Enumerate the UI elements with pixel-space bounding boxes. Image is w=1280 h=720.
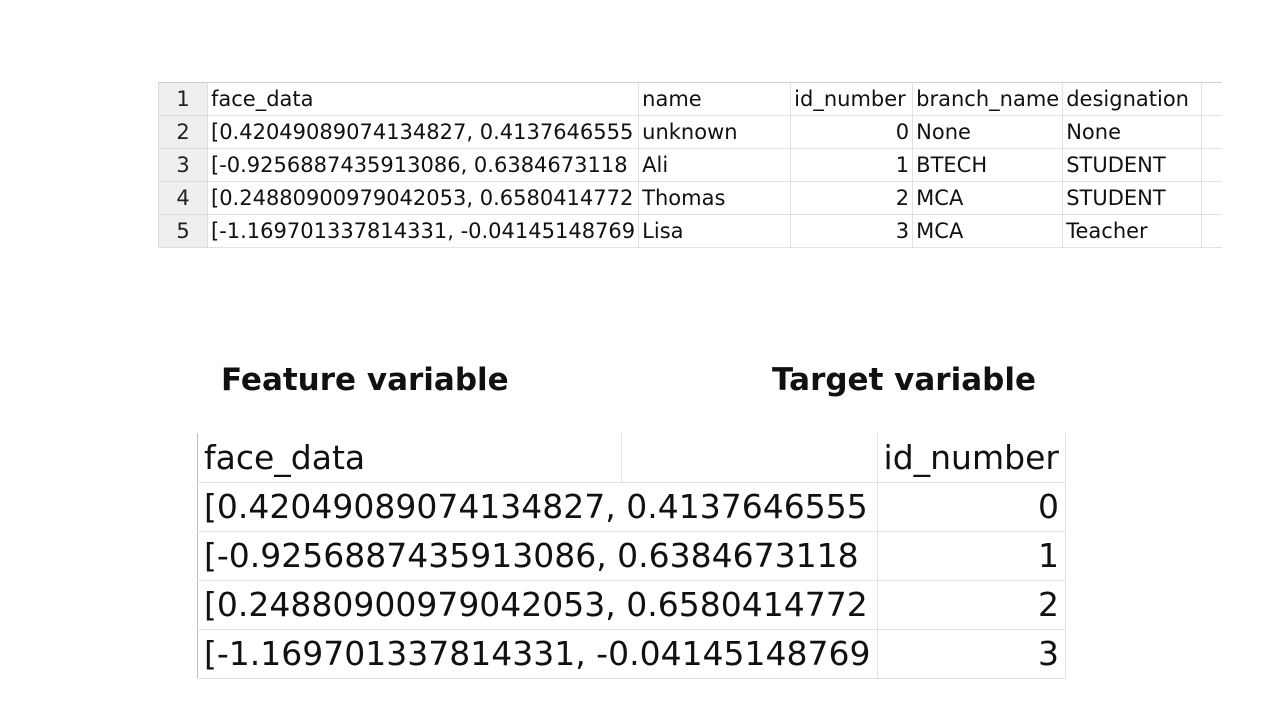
cell-branch-name[interactable]: None [912, 115, 1064, 149]
empty-cell[interactable] [620, 433, 878, 483]
cell-id-number[interactable]: 3 [876, 628, 1066, 679]
cell-designation[interactable]: None [1062, 115, 1203, 149]
cell-id-number[interactable]: 2 [790, 181, 914, 215]
empty-cell[interactable] [1201, 148, 1222, 182]
empty-cell[interactable] [1201, 181, 1222, 215]
cell-id-number[interactable]: 1 [790, 148, 914, 182]
cell-name[interactable]: unknown [638, 115, 792, 149]
empty-cell[interactable] [1201, 115, 1222, 149]
feature-variable-heading: Feature variable [221, 362, 509, 398]
table-row: [0.42049089074134827, 0.4137646555 0 [197, 481, 1066, 532]
table-header-row: face_data id_number [197, 433, 1066, 483]
header-name[interactable]: name [638, 82, 792, 116]
row-number[interactable]: 1 [158, 82, 208, 116]
header-id-number[interactable]: id_number [876, 433, 1066, 483]
table-row: 3 [-0.9256887435913086, 0.6384673118 Ali… [158, 148, 1222, 182]
cell-id-number[interactable]: 2 [876, 579, 1066, 630]
cell-id-number[interactable]: 3 [790, 214, 914, 248]
cell-designation[interactable]: STUDENT [1062, 181, 1203, 215]
table-header-row: 1 face_data name id_number branch_name d… [158, 82, 1222, 116]
table-row: [-1.169701337814331, -0.04145148769 3 [197, 628, 1066, 679]
cell-face-data[interactable]: [0.42049089074134827, 0.4137646555 [197, 481, 878, 532]
cell-name[interactable]: Ali [638, 148, 792, 182]
target-variable-heading: Target variable [772, 362, 1036, 398]
cell-face-data[interactable]: [0.42049089074134827, 0.4137646555 [206, 115, 640, 149]
table-row: 2 [0.42049089074134827, 0.4137646555 unk… [158, 115, 1222, 149]
cell-id-number[interactable]: 0 [790, 115, 914, 149]
cell-id-number[interactable]: 1 [876, 530, 1066, 581]
row-number[interactable]: 3 [158, 148, 208, 182]
cell-face-data[interactable]: [-0.9256887435913086, 0.6384673118 [206, 148, 640, 182]
cell-name[interactable]: Lisa [638, 214, 792, 248]
cell-face-data[interactable]: [-1.169701337814331, -0.04145148769 [197, 628, 878, 679]
feature-target-table: face_data id_number [0.42049089074134827… [197, 433, 1066, 679]
cell-id-number[interactable]: 0 [876, 481, 1066, 532]
cell-name[interactable]: Thomas [638, 181, 792, 215]
cell-branch-name[interactable]: MCA [912, 214, 1064, 248]
empty-cell[interactable] [1201, 82, 1222, 116]
table-row: [-0.9256887435913086, 0.6384673118 1 [197, 530, 1066, 581]
cell-branch-name[interactable]: MCA [912, 181, 1064, 215]
cell-face-data[interactable]: [-1.169701337814331, -0.04145148769 [206, 214, 640, 248]
table-row: [0.24880900979042053, 0.6580414772 2 [197, 579, 1066, 630]
row-number[interactable]: 2 [158, 115, 208, 149]
cell-designation[interactable]: STUDENT [1062, 148, 1203, 182]
row-number[interactable]: 5 [158, 214, 208, 248]
table-row: 4 [0.24880900979042053, 0.6580414772 Tho… [158, 181, 1222, 215]
spreadsheet-table: 1 face_data name id_number branch_name d… [158, 82, 1222, 248]
cell-face-data[interactable]: [0.24880900979042053, 0.6580414772 [206, 181, 640, 215]
header-designation[interactable]: designation [1062, 82, 1203, 116]
header-id-number[interactable]: id_number [790, 82, 914, 116]
header-branch-name[interactable]: branch_name [912, 82, 1064, 116]
header-face-data[interactable]: face_data [197, 433, 622, 483]
cell-designation[interactable]: Teacher [1062, 214, 1203, 248]
table-row: 5 [-1.169701337814331, -0.04145148769 Li… [158, 214, 1222, 248]
cell-face-data[interactable]: [-0.9256887435913086, 0.6384673118 [197, 530, 878, 581]
cell-face-data[interactable]: [0.24880900979042053, 0.6580414772 [197, 579, 878, 630]
cell-branch-name[interactable]: BTECH [912, 148, 1064, 182]
header-face-data[interactable]: face_data [206, 82, 640, 116]
row-number[interactable]: 4 [158, 181, 208, 215]
empty-cell[interactable] [1201, 214, 1222, 248]
